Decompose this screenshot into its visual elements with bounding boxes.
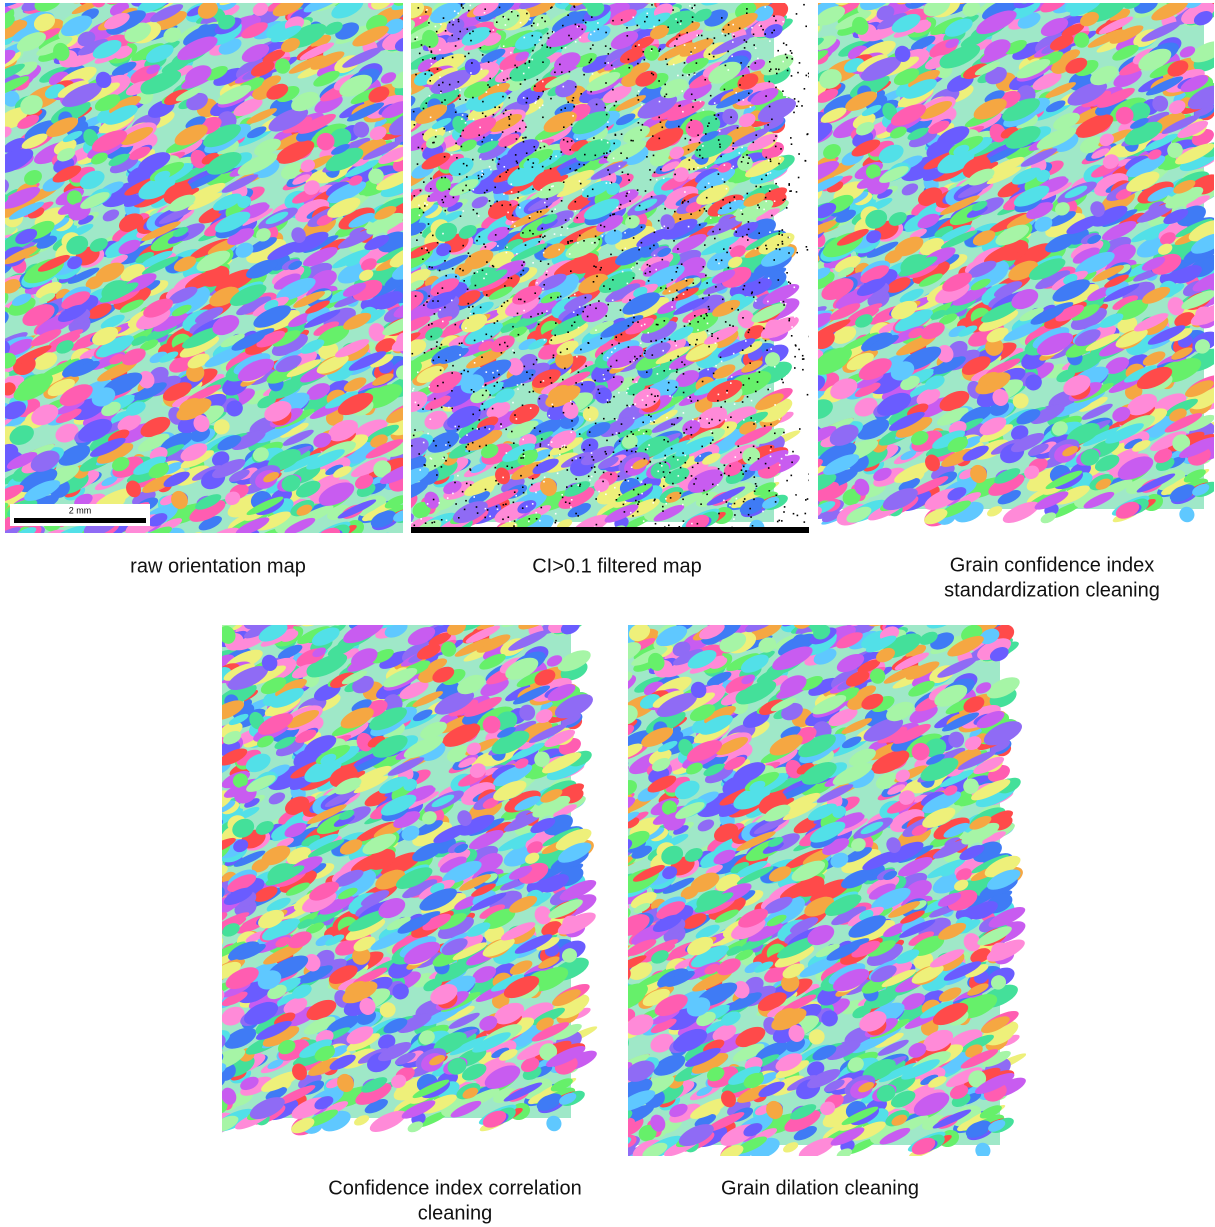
orientation-map: [342, 0, 813, 544]
panel-label: CI>0.1 filtered map: [532, 555, 702, 577]
panel-label: Confidence index correlation: [328, 1177, 582, 1199]
orientation-map: [772, 0, 1215, 531]
panel-label: raw orientation map: [130, 555, 306, 577]
orientation-map: [0, 0, 434, 557]
edge: [411, 527, 809, 533]
grain-map: [772, 0, 1215, 531]
grain-map: [139, 562, 600, 1140]
panel-label: Grain confidence index: [950, 554, 1155, 576]
grain-map: [342, 0, 803, 544]
panel-label: Grain dilation cleaning: [721, 1177, 919, 1199]
orientation-map: [139, 562, 600, 1140]
panel-label: cleaning: [418, 1202, 493, 1224]
panel-label: standardization cleaning: [944, 579, 1160, 601]
grain-map: [568, 589, 1029, 1167]
scale-bar: [14, 518, 146, 523]
figure: raw orientation map CI>0.1 filtered map Gr…: [0, 0, 1215, 1227]
orientation-map: [568, 589, 1029, 1167]
scale-bar-label: 2 mm: [69, 505, 92, 515]
grain-map: [0, 0, 434, 557]
